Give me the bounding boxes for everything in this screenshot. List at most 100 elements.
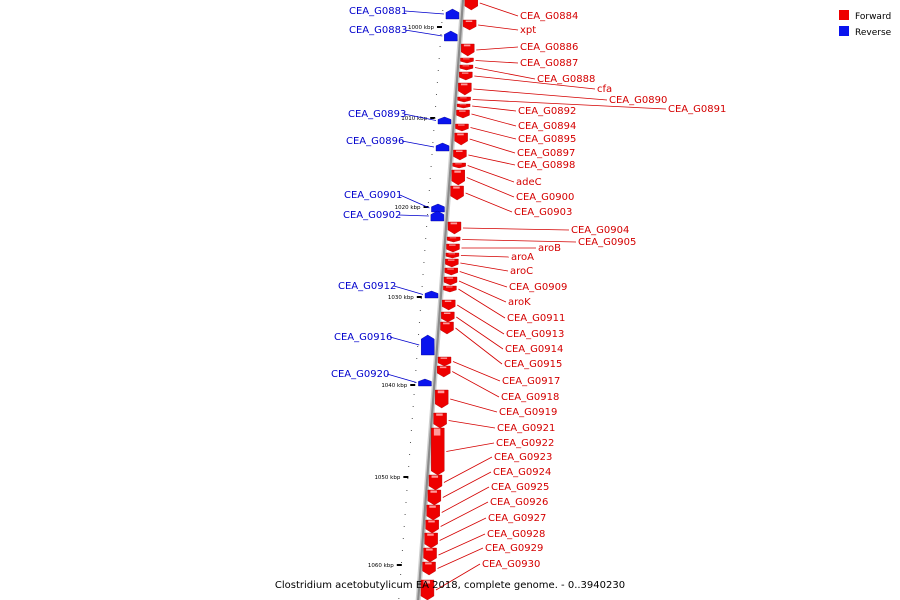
forward-gene-label[interactable]: CEA_G0897 <box>517 148 575 159</box>
forward-gene-arrow[interactable] <box>428 474 443 491</box>
forward-gene-arrow[interactable] <box>431 427 445 476</box>
forward-gene-highlight <box>463 44 471 47</box>
scale-minor-dot <box>438 58 440 59</box>
forward-gene-arrow[interactable] <box>459 71 473 81</box>
forward-gene-label[interactable]: CEA_G0919 <box>499 407 557 418</box>
forward-gene-label[interactable]: CEA_G0913 <box>506 329 564 340</box>
forward-gene-label[interactable]: CEA_G0887 <box>520 58 578 69</box>
forward-gene-arrow[interactable] <box>442 299 456 311</box>
forward-gene-label[interactable]: CEA_G0911 <box>507 313 565 324</box>
forward-gene-arrow[interactable] <box>443 285 457 293</box>
forward-gene-label[interactable]: CEA_G0928 <box>487 529 545 540</box>
forward-gene-label[interactable]: CEA_G0917 <box>502 376 560 387</box>
forward-gene-highlight <box>448 253 456 255</box>
forward-gene-label[interactable]: CEA_G0921 <box>497 423 555 434</box>
forward-gene-label[interactable]: CEA_G0927 <box>488 513 546 524</box>
forward-gene-label[interactable]: CEA_G0929 <box>485 543 543 554</box>
forward-gene-arrow[interactable] <box>423 547 437 563</box>
reverse-gene-arrow[interactable] <box>437 116 452 125</box>
forward-gene-arrow[interactable] <box>434 389 449 409</box>
forward-gene-label[interactable]: CEA_G0923 <box>494 452 552 463</box>
reverse-gene-label[interactable]: CEA_G0901 <box>344 190 402 201</box>
forward-gene-arrow[interactable] <box>437 365 451 378</box>
reverse-gene-arrow[interactable] <box>418 378 432 387</box>
reverse-gene-label[interactable]: CEA_G0881 <box>349 6 407 17</box>
forward-gene-label[interactable]: CEA_G0925 <box>491 482 549 493</box>
forward-gene-highlight <box>446 277 454 279</box>
forward-gene-arrow[interactable] <box>464 0 478 11</box>
forward-label-leader <box>472 105 517 112</box>
forward-gene-arrow[interactable] <box>427 489 442 506</box>
forward-gene-label[interactable]: CEA_G0909 <box>509 282 567 293</box>
reverse-gene-label[interactable]: CEA_G0896 <box>346 136 404 147</box>
forward-gene-label[interactable]: CEA_G0898 <box>517 160 575 171</box>
reverse-gene-label[interactable]: CEA_G0920 <box>331 369 389 380</box>
forward-gene-label[interactable]: CEA_G0915 <box>504 359 562 370</box>
forward-gene-arrow[interactable] <box>458 82 472 96</box>
forward-label-leader <box>456 316 504 350</box>
reverse-gene-arrow[interactable] <box>444 30 458 42</box>
reverse-gene-arrow[interactable] <box>431 203 445 213</box>
forward-gene-label[interactable]: CEA_G0894 <box>518 121 576 132</box>
forward-gene-arrow[interactable] <box>461 43 475 57</box>
forward-gene-arrow[interactable] <box>424 532 438 549</box>
forward-gene-arrow[interactable] <box>426 504 440 521</box>
reverse-gene-label[interactable]: CEA_G0883 <box>349 25 407 36</box>
forward-gene-label[interactable]: CEA_G0914 <box>505 344 563 355</box>
forward-gene-label[interactable]: CEA_G0900 <box>516 192 574 203</box>
forward-gene-label[interactable]: CEA_G0918 <box>501 392 559 403</box>
forward-gene-arrow[interactable] <box>445 258 459 268</box>
forward-gene-arrow[interactable] <box>462 19 477 31</box>
forward-gene-label[interactable]: CEA_G0904 <box>571 225 629 236</box>
reverse-gene-arrow[interactable] <box>430 210 445 222</box>
forward-gene-arrow[interactable] <box>420 579 435 600</box>
forward-gene-arrow[interactable] <box>433 412 447 429</box>
forward-gene-label[interactable]: CEA_G0895 <box>518 134 576 145</box>
forward-gene-arrow[interactable] <box>450 185 464 201</box>
forward-gene-label[interactable]: aroB <box>538 243 561 254</box>
reverse-gene-label[interactable]: CEA_G0916 <box>334 332 392 343</box>
forward-gene-label[interactable]: adeC <box>516 177 542 188</box>
forward-gene-arrow[interactable] <box>456 109 470 119</box>
forward-gene-label[interactable]: CEA_G0930 <box>482 559 540 570</box>
forward-gene-label[interactable]: CEA_G0926 <box>490 497 548 508</box>
forward-gene-label[interactable]: CEA_G0888 <box>537 74 595 85</box>
reverse-gene-arrow[interactable] <box>445 8 460 20</box>
forward-gene-label[interactable]: CEA_G0892 <box>518 106 576 117</box>
forward-gene-label[interactable]: CEA_G0905 <box>578 237 636 248</box>
forward-gene-arrow[interactable] <box>437 356 452 367</box>
forward-gene-arrow[interactable] <box>443 276 458 286</box>
forward-gene-label[interactable]: CEA_G0903 <box>514 207 572 218</box>
forward-gene-label[interactable]: CEA_G0922 <box>496 438 554 449</box>
forward-gene-arrow[interactable] <box>454 132 468 146</box>
forward-gene-arrow[interactable] <box>455 123 469 132</box>
reverse-gene-label[interactable]: CEA_G0902 <box>343 210 401 221</box>
forward-gene-arrow[interactable] <box>451 169 465 186</box>
reverse-gene-label[interactable]: CEA_G0893 <box>348 109 406 120</box>
forward-gene-label[interactable]: CEA_G0886 <box>520 42 578 53</box>
forward-gene-label[interactable]: cfa <box>597 84 612 95</box>
forward-gene-label[interactable]: aroC <box>510 266 533 277</box>
forward-gene-label[interactable]: CEA_G0890 <box>609 95 667 106</box>
reverse-gene-arrow[interactable] <box>435 142 450 152</box>
forward-gene-arrow[interactable] <box>446 243 460 253</box>
forward-gene-label[interactable]: aroK <box>508 297 531 308</box>
forward-gene-label[interactable]: aroA <box>511 252 534 263</box>
forward-gene-arrow[interactable] <box>447 221 462 235</box>
forward-gene-label[interactable]: CEA_G0924 <box>493 467 551 478</box>
reverse-label-leader <box>401 140 435 148</box>
forward-gene-arrow[interactable] <box>441 311 455 323</box>
forward-gene-label[interactable]: CEA_G0891 <box>668 104 726 115</box>
forward-gene-arrow[interactable] <box>422 561 436 576</box>
forward-gene-label[interactable]: CEA_G0884 <box>520 11 578 22</box>
forward-gene-label[interactable]: xpt <box>520 25 536 36</box>
forward-gene-arrow[interactable] <box>440 321 454 335</box>
forward-gene-highlight <box>444 300 452 302</box>
reverse-gene-label[interactable]: CEA_G0912 <box>338 281 396 292</box>
forward-gene-arrow[interactable] <box>444 267 458 276</box>
forward-gene-arrow[interactable] <box>453 149 467 161</box>
reverse-gene-arrow[interactable] <box>424 290 439 299</box>
forward-gene-highlight <box>446 286 453 288</box>
forward-gene-arrow[interactable] <box>425 519 439 534</box>
reverse-gene-arrow[interactable] <box>421 334 435 356</box>
